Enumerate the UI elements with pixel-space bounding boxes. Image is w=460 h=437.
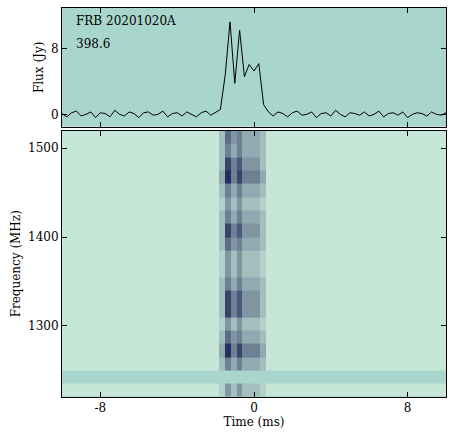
svg-text:0: 0	[51, 108, 59, 122]
svg-text:Frequency (MHz): Frequency (MHz)	[9, 210, 23, 317]
svg-text:1300: 1300	[28, 319, 59, 333]
svg-text:8: 8	[51, 42, 59, 56]
svg-text:FRB 20201020A: FRB 20201020A	[76, 14, 176, 28]
svg-text:1400: 1400	[28, 230, 59, 244]
svg-text:1500: 1500	[28, 141, 59, 155]
svg-text:Flux (Jy): Flux (Jy)	[32, 42, 46, 93]
svg-text:-8: -8	[95, 401, 107, 415]
svg-text:Time (ms): Time (ms)	[223, 415, 284, 429]
svg-text:0: 0	[250, 401, 258, 415]
svg-text:8: 8	[404, 401, 412, 415]
svg-text:398.6: 398.6	[76, 37, 110, 51]
